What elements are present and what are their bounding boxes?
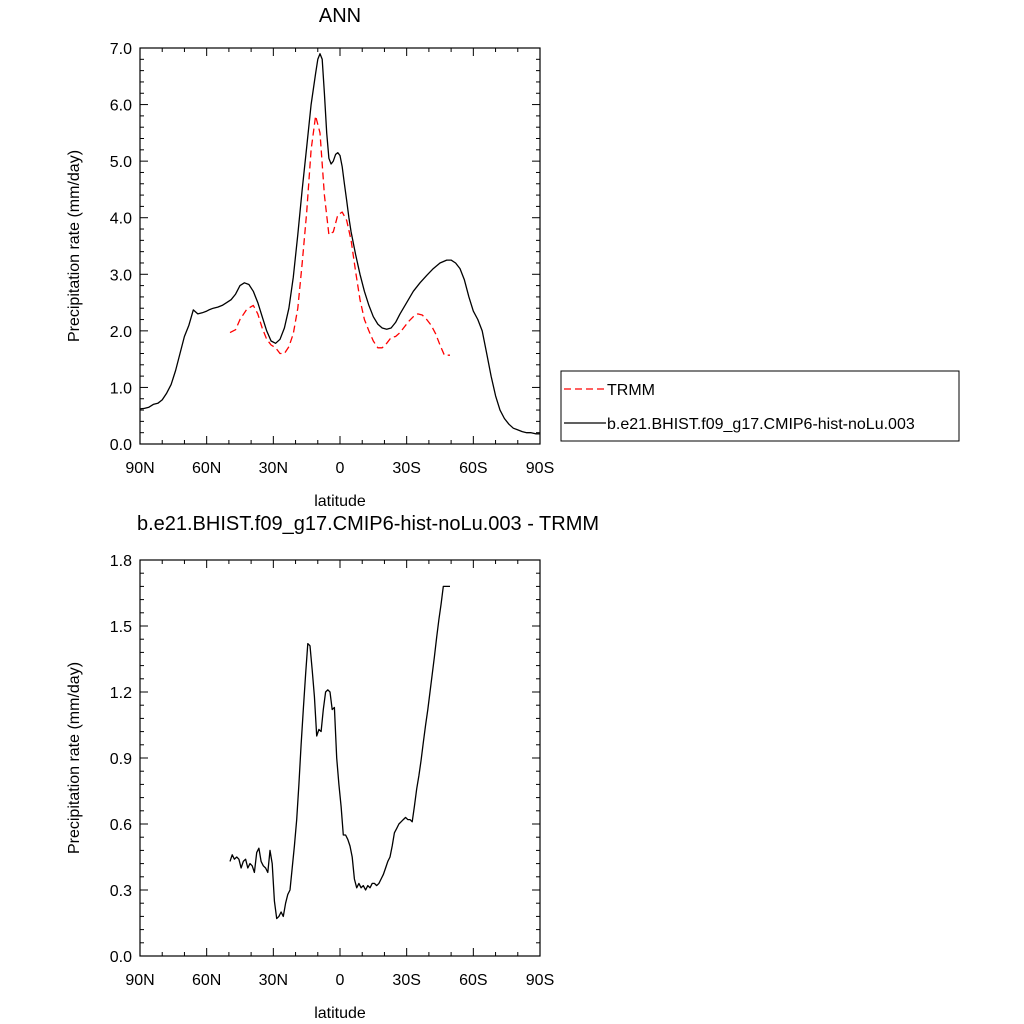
x-tick-label: 90S xyxy=(526,460,554,477)
y-tick-label: 0.9 xyxy=(110,751,132,768)
y-tick-label: 2.0 xyxy=(110,324,132,341)
x-tick-label: 60N xyxy=(192,460,221,477)
y-tick-label: 7.0 xyxy=(110,41,132,58)
y-axis-label: Precipitation rate (mm/day) xyxy=(66,662,83,854)
x-axis-label: latitude xyxy=(314,493,366,510)
plot-frame xyxy=(139,559,541,957)
x-tick-label: 30S xyxy=(392,972,420,989)
x-tick-label: 90N xyxy=(125,460,154,477)
x-tick-label: 30S xyxy=(392,460,420,477)
x-tick-label: 60S xyxy=(459,460,487,477)
legend-box xyxy=(560,370,960,442)
series-line xyxy=(139,53,540,435)
y-axis-label: Precipitation rate (mm/day) xyxy=(66,150,83,342)
x-tick-label: 90S xyxy=(526,972,554,989)
chart-title: b.e21.BHIST.f09_g17.CMIP6-hist-noLu.003 … xyxy=(137,513,599,535)
y-tick-label: 4.0 xyxy=(110,211,132,228)
y-tick-label: 0.0 xyxy=(110,437,132,454)
legend-label: b.e21.BHIST.f09_g17.CMIP6-hist-noLu.003 xyxy=(607,416,915,433)
plot-frame xyxy=(139,47,541,445)
x-tick-label: 60S xyxy=(459,972,487,989)
series-line xyxy=(229,585,450,920)
y-tick-label: 5.0 xyxy=(110,154,132,171)
y-tick-label: 0.0 xyxy=(110,949,132,966)
x-tick-label: 0 xyxy=(336,972,345,989)
x-tick-label: 30N xyxy=(259,460,288,477)
x-tick-label: 30N xyxy=(259,972,288,989)
legend-label: TRMM xyxy=(607,382,655,399)
y-tick-label: 0.6 xyxy=(110,817,132,834)
y-tick-label: 0.3 xyxy=(110,883,132,900)
y-tick-label: 1.0 xyxy=(110,380,132,397)
chart-title: ANN xyxy=(319,5,361,27)
y-tick-label: 6.0 xyxy=(110,98,132,115)
y-tick-label: 1.2 xyxy=(110,685,132,702)
x-axis-label: latitude xyxy=(314,1005,366,1022)
x-tick-label: 60N xyxy=(192,972,221,989)
series-line xyxy=(229,115,450,356)
y-tick-label: 1.5 xyxy=(110,619,132,636)
y-tick-label: 3.0 xyxy=(110,267,132,284)
x-tick-label: 90N xyxy=(125,972,154,989)
x-tick-label: 0 xyxy=(336,460,345,477)
y-tick-label: 1.8 xyxy=(110,553,132,570)
